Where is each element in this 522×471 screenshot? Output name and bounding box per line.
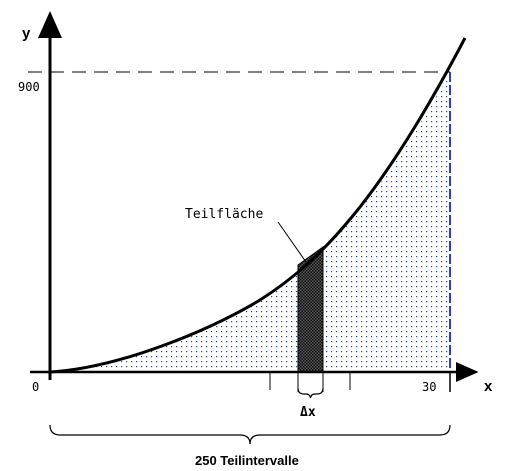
delta-brace (297, 387, 324, 399)
y-tick-label-900: 900 (18, 80, 40, 94)
x-tick-label-0: 0 (32, 380, 39, 394)
bottom-caption: 250 Teilintervalle (195, 453, 299, 468)
intervals-brace (49, 424, 451, 445)
y-axis-label: y (22, 25, 31, 42)
x-tick-label-30: 30 (422, 380, 436, 394)
x-axis-label: x (484, 378, 493, 395)
function-curve (49, 37, 467, 374)
teilflaeche-leader (277, 221, 307, 263)
teilflaeche-label: Teilfläche (185, 207, 263, 222)
delta-x-label: Δx (300, 405, 316, 420)
area-under-curve (50, 72, 450, 372)
teilflaeche-strip (297, 246, 324, 373)
